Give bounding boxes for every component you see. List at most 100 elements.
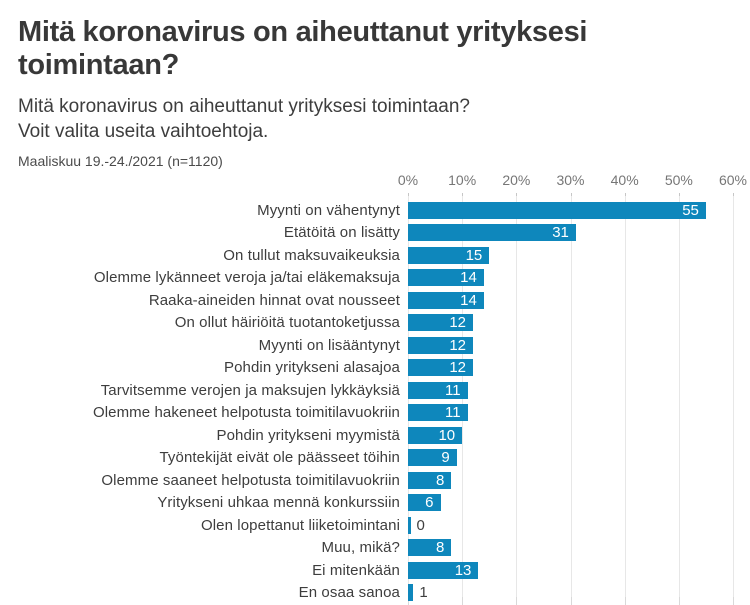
page-title-line2: toimintaan? <box>18 49 180 81</box>
bar-row: Olemme lykänneet veroja ja/tai eläkemaks… <box>0 267 750 290</box>
category-label: Tarvitsemme verojen ja maksujen lykkäyks… <box>100 381 400 399</box>
header: Mitä koronavirus on aiheuttanut yritykse… <box>18 16 732 169</box>
bar-track: 6 <box>408 494 750 512</box>
category-label: On ollut häiriöitä tuotantoketjussa <box>174 314 400 332</box>
bar: 55 <box>408 201 706 219</box>
bar: 9 <box>408 449 457 467</box>
page-title: Mitä koronavirus on aiheuttanut yritykse… <box>18 16 732 82</box>
bar-row: Muu, mikä? 8 <box>0 537 750 560</box>
category-label: Olemme hakeneet helpotusta toimitilavuok… <box>92 404 400 422</box>
x-axis-bottom-tick-mark <box>733 597 734 605</box>
bar: 12 <box>408 336 473 354</box>
bar-track: 12 <box>408 314 750 332</box>
bar-track: 8 <box>408 539 750 557</box>
bar-track: 8 <box>408 471 750 489</box>
bar: 14 <box>408 291 484 309</box>
value-label: 0 <box>416 516 425 534</box>
value-label: 12 <box>449 336 466 354</box>
value-label: 8 <box>435 471 445 489</box>
value-label: 13 <box>454 561 472 579</box>
value-label: 31 <box>552 224 569 242</box>
bar-row: Pohdin yritykseni myymistä 10 <box>0 424 750 447</box>
category-label: Etätöitä on lisätty <box>283 224 400 242</box>
bar: 15 <box>408 246 490 264</box>
bar-row: Pohdin yritykseni alasajoa 12 <box>0 357 750 380</box>
value-label: 9 <box>441 449 450 467</box>
value-label: 11 <box>445 404 461 422</box>
category-label: Olemme lykänneet veroja ja/tai eläkemaks… <box>93 269 400 287</box>
bar: 12 <box>408 314 473 332</box>
gridline <box>624 196 626 597</box>
bar-row: Ei mitenkään 13 <box>0 559 750 582</box>
bar-track: 11 <box>408 381 750 399</box>
gridline <box>570 196 572 597</box>
value-label: 14 <box>460 291 477 309</box>
value-label: 12 <box>449 359 466 377</box>
bar: 12 <box>408 359 473 377</box>
bar-row: On tullut maksuvaikeuksia 15 <box>0 244 750 267</box>
bar-row: En osaa sanoa 1 <box>0 582 750 605</box>
bar-track: 14 <box>408 269 750 287</box>
bar-track: 15 <box>408 246 750 264</box>
bar-track: 1 <box>408 584 750 602</box>
bar-track: 31 <box>408 224 750 242</box>
bar-row: Raaka-aineiden hinnat ovat nousseet 14 <box>0 289 750 312</box>
value-label: 14 <box>460 269 477 287</box>
gridline <box>516 196 518 597</box>
category-label: On tullut maksuvaikeuksia <box>223 246 400 264</box>
value-label: 15 <box>465 246 483 264</box>
x-axis-bottom-tick-mark <box>516 597 518 605</box>
chart-subtitle-line1: Mitä koronavirus on aiheuttanut yritykse… <box>18 96 471 117</box>
bar-row: Olemme hakeneet helpotusta toimitilavuok… <box>0 402 750 425</box>
category-label: Yritykseni uhkaa mennä konkurssiin <box>157 494 400 512</box>
bar-row: Olemme saaneet helpotusta toimitilavuokr… <box>0 469 750 492</box>
category-label: En osaa sanoa <box>298 584 400 602</box>
category-label: Pohdin yritykseni alasajoa <box>223 359 400 377</box>
category-label: Pohdin yritykseni myymistä <box>216 426 400 444</box>
x-axis-bottom-tick-mark <box>624 597 626 605</box>
bar-track: 11 <box>408 404 750 422</box>
bar-track: 0 <box>408 516 750 534</box>
bar: 8 <box>408 539 452 557</box>
bar: 10 <box>408 426 463 444</box>
x-axis-tick-label: 20% <box>502 172 531 188</box>
bar-track: 10 <box>408 426 750 444</box>
x-axis-tick-label: 60% <box>718 172 748 188</box>
value-label: 55 <box>682 201 699 219</box>
bar-row: Myynti on lisääntynyt 12 <box>0 334 750 357</box>
bar: 6 <box>408 494 441 512</box>
bar-track: 13 <box>408 561 750 579</box>
bar-row: On ollut häiriöitä tuotantoketjussa 12 <box>0 312 750 335</box>
bar-row: Etätöitä on lisätty 31 <box>0 222 750 245</box>
bar: 11 <box>408 381 468 399</box>
x-axis-bottom-tick-mark <box>678 597 680 605</box>
value-label: 11 <box>445 381 461 399</box>
bar-row: Myynti on vähentynyt 55 <box>0 199 750 222</box>
bar-track: 12 <box>408 359 750 377</box>
x-axis-tick-label: 30% <box>556 172 585 188</box>
value-label: 10 <box>438 426 456 444</box>
bar-track: 9 <box>408 449 750 467</box>
value-label: 8 <box>435 539 445 557</box>
gridline <box>733 196 734 597</box>
category-label: Olemme saaneet helpotusta toimitilavuokr… <box>101 471 400 489</box>
survey-period-label: Maaliskuu 19.-24./2021 (n=1120) <box>18 153 223 169</box>
bar-row: Yritykseni uhkaa mennä konkurssiin 6 <box>0 492 750 515</box>
bar: 31 <box>408 224 576 242</box>
bar-track: 14 <box>408 291 750 309</box>
bar-row: Tarvitsemme verojen ja maksujen lykkäyks… <box>0 379 750 402</box>
value-label: 1 <box>419 584 428 602</box>
chart-subtitle: Mitä koronavirus on aiheuttanut yritykse… <box>18 94 732 144</box>
category-label: Muu, mikä? <box>321 539 400 557</box>
bar-rows: Myynti on vähentynyt 55 Etätöitä on lisätt… <box>0 199 750 604</box>
category-label: Ei mitenkään <box>312 561 400 579</box>
bar: 13 <box>408 561 479 579</box>
page-title-line1: Mitä koronavirus on aiheuttanut yritykse… <box>18 16 588 48</box>
x-axis-bottom-tick-mark <box>462 597 464 605</box>
x-axis-tick-label: 0% <box>397 172 419 188</box>
bar-track: 12 <box>408 336 750 354</box>
value-label: 12 <box>449 314 466 332</box>
chart-subtitle-line2: Voit valita useita vaihtoehtoja. <box>18 121 269 142</box>
bar-row: Työntekijät eivät ole päässeet töihin 9 <box>0 447 750 470</box>
